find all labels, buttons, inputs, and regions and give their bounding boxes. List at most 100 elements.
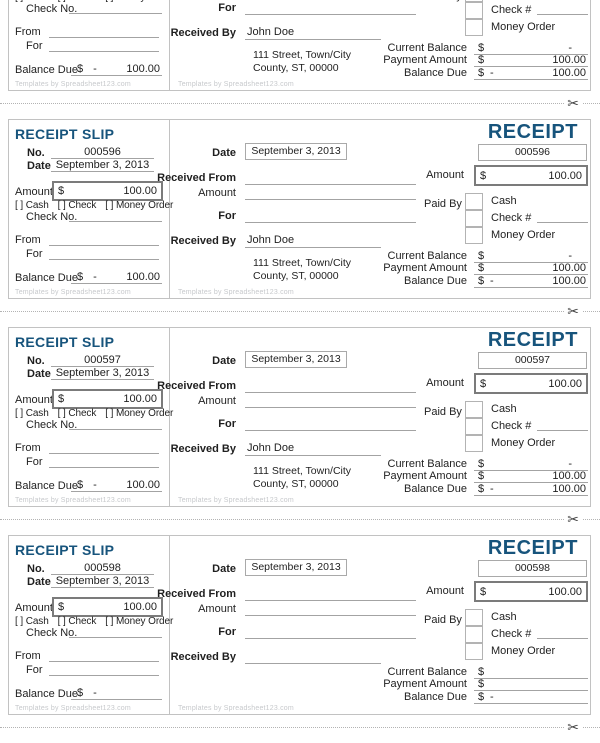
check-checkbox-label: Check # (491, 420, 532, 432)
watermark: Templates by Spreadsheet123.com (15, 497, 131, 504)
watermark: Templates by Spreadsheet123.com (178, 289, 294, 296)
watermark: Templates by Spreadsheet123.com (15, 81, 131, 88)
money-order-checkbox (465, 227, 483, 244)
receipt-no-box: 000597 (478, 352, 587, 369)
date-label: Date (212, 147, 236, 159)
receipt-amount-box: $ 100.00 (474, 165, 588, 186)
cash-option: [ ] Cash (15, 0, 49, 3)
currency-symbol: $ (58, 185, 65, 197)
amount-right-label: Amount (426, 169, 464, 181)
date-box: September 3, 2013 (245, 559, 347, 576)
for-label: For (218, 210, 236, 222)
for-line (49, 663, 159, 676)
cash-checkbox-label: Cash (491, 403, 517, 415)
current-balance-value: - (568, 458, 572, 470)
for-line (49, 247, 159, 260)
slip-balance-due-value: 100.00 (126, 271, 160, 283)
slip-date-value: September 3, 2013 (51, 575, 154, 588)
payment-method-options: [ ] Cash [ ] Check [ ] Money Order (15, 0, 173, 3)
balance-due-line: $ - (71, 686, 162, 700)
cash-option: [ ] Cash (15, 408, 49, 419)
currency-symbol: $ (58, 601, 65, 613)
receipt-card: RECEIPT SLIP No. Date Amount $ [ ] Cash … (8, 0, 591, 91)
slip-title: RECEIPT SLIP (15, 126, 115, 142)
check-checkbox-label: Check # (491, 212, 532, 224)
from-line (49, 25, 159, 38)
for-line (245, 2, 416, 15)
check-checkbox (465, 210, 483, 227)
cash-checkbox-label: Cash (491, 195, 517, 207)
received-by-label: Received By (170, 27, 236, 39)
receipt-title: RECEIPT (487, 537, 578, 559)
receipt-amount-value: 100.00 (548, 585, 582, 598)
received-from-label: Received From (157, 588, 236, 600)
from-line (49, 233, 159, 246)
current-balance-label: Current Balance (387, 666, 468, 678)
date-box: September 3, 2013 (245, 351, 347, 368)
amount-left-label: Amount (198, 603, 236, 615)
receipt-unit: RECEIPT SLIP No. Date Amount $ [ ] Cash … (0, 0, 600, 119)
receipt-main: RECEIPT Date Received From Amount For Re… (169, 0, 590, 90)
received-by-line: John Doe (245, 234, 381, 248)
received-by-value (245, 650, 247, 662)
from-line (49, 649, 159, 662)
receipt-title: RECEIPT (487, 329, 578, 351)
balance-due-label: Balance Due (404, 483, 467, 495)
paid-by-label: Paid By (424, 406, 462, 418)
amount-line (245, 187, 416, 200)
check-no-label: Check No. (26, 419, 78, 431)
current-balance-label: Current Balance (387, 458, 468, 470)
date-label: Date (212, 355, 236, 367)
receipt-main: RECEIPT 000596 Date September 3, 2013 Re… (157, 120, 590, 298)
check-no-line (69, 626, 162, 638)
currency-symbol: $ (480, 169, 487, 182)
currency-symbol: $ (77, 479, 84, 491)
payment-method-options: [ ] Cash [ ] Check [ ] Money Order (15, 408, 173, 419)
receipt-main: RECEIPT 000597 Date September 3, 2013 Re… (157, 328, 590, 506)
currency-symbol: $ (77, 63, 84, 75)
balance-due-label: Balance Due (15, 64, 78, 76)
receipt-unit: RECEIPT SLIP No. 000598 Date September 3… (0, 535, 600, 743)
slip-no-value: 000596 (51, 146, 154, 159)
money-order-checkbox (465, 643, 483, 660)
money-order-checkbox-label: Money Order (491, 21, 556, 33)
received-by-value: John Doe (247, 234, 295, 246)
dash-symbol: - (490, 691, 494, 703)
paid-by-label: Paid By (424, 0, 462, 2)
slip-no-value: 000597 (51, 354, 154, 367)
balance-due-line: - 100.00 (474, 275, 588, 288)
amount-right-label: Amount (426, 585, 464, 597)
for-line (245, 210, 416, 223)
for-label: For (218, 418, 236, 430)
payment-amount-label: Payment Amount (383, 54, 467, 66)
currency-symbol: $ (478, 54, 485, 66)
address-line-2: County, ST, 00000 (253, 478, 339, 490)
slip-amount-box: $ 100.00 (52, 597, 163, 617)
scissors-icon: ✂ (564, 94, 582, 112)
money-order-checkbox (465, 435, 483, 452)
check-number-line (537, 3, 588, 15)
address-line-2: County, ST, 00000 (253, 62, 339, 74)
amount-left-label: Amount (198, 187, 236, 199)
received-from-line (245, 380, 416, 393)
dash-symbol: - (490, 483, 494, 495)
check-no-line (69, 418, 162, 430)
payment-amount-line: 100.00 (474, 470, 588, 483)
dash-symbol: - (93, 687, 97, 699)
check-number-line (537, 627, 588, 639)
check-number-line (537, 419, 588, 431)
currency-symbol: $ (478, 250, 485, 262)
money-order-checkbox-label: Money Order (491, 437, 556, 449)
balance-due-value: 100.00 (552, 483, 586, 495)
for-label: For (218, 626, 236, 638)
check-number-line (537, 211, 588, 223)
balance-due-label: Balance Due (404, 691, 467, 703)
watermark: Templates by Spreadsheet123.com (15, 705, 131, 712)
money-order-checkbox (465, 19, 483, 36)
receipt-title: RECEIPT (487, 121, 578, 143)
slip-no-label: No. (27, 147, 45, 159)
current-balance-line: - (474, 458, 588, 471)
watermark: Templates by Spreadsheet123.com (15, 289, 131, 296)
money-order-option: [ ] Money Order (105, 200, 174, 211)
